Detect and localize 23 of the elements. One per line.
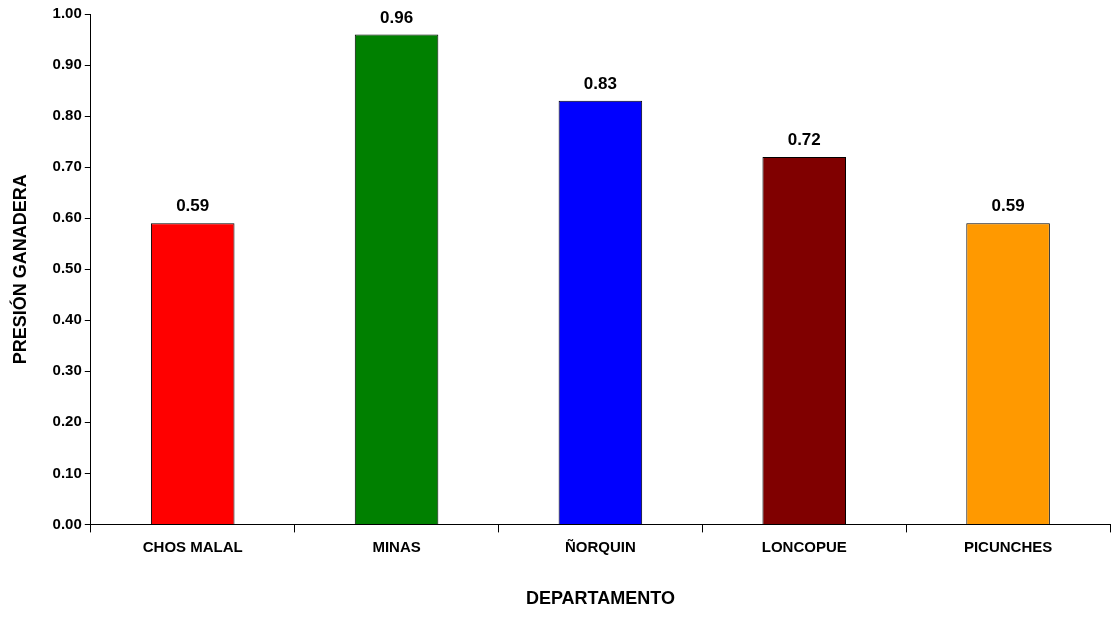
y-tick-label: 1.00 (52, 4, 82, 22)
y-tick-label: 0.70 (52, 157, 82, 175)
x-tick-label: ÑORQUIN (564, 537, 636, 555)
y-axis-title: PRESIÓN GANADERA (8, 174, 30, 365)
x-tick-label: PICUNCHES (963, 537, 1053, 555)
data-label: 0.96 (380, 7, 414, 27)
y-tick-label: 0.30 (52, 361, 82, 379)
x-tick-label: CHOS MALAL (142, 537, 243, 555)
y-tick-label: 0.00 (52, 514, 82, 532)
data-label: 0.59 (176, 196, 210, 216)
y-tick-label: 0.90 (52, 55, 82, 73)
y-tick-label: 0.20 (52, 412, 82, 430)
data-label: 0.72 (787, 130, 821, 150)
data-label: 0.83 (583, 73, 617, 93)
x-tick-label: LONCOPUE (761, 537, 847, 555)
data-label: 0.59 (991, 196, 1025, 216)
y-tick-label: 0.40 (52, 310, 82, 328)
y-tick-label: 0.80 (52, 106, 82, 124)
y-tick-label: 0.60 (52, 208, 82, 226)
y-tick-label: 0.50 (52, 259, 82, 277)
y-tick-label: 0.10 (52, 463, 82, 481)
x-tick-label: MINAS (372, 537, 421, 555)
x-axis-title: DEPARTAMENTO (525, 588, 675, 609)
